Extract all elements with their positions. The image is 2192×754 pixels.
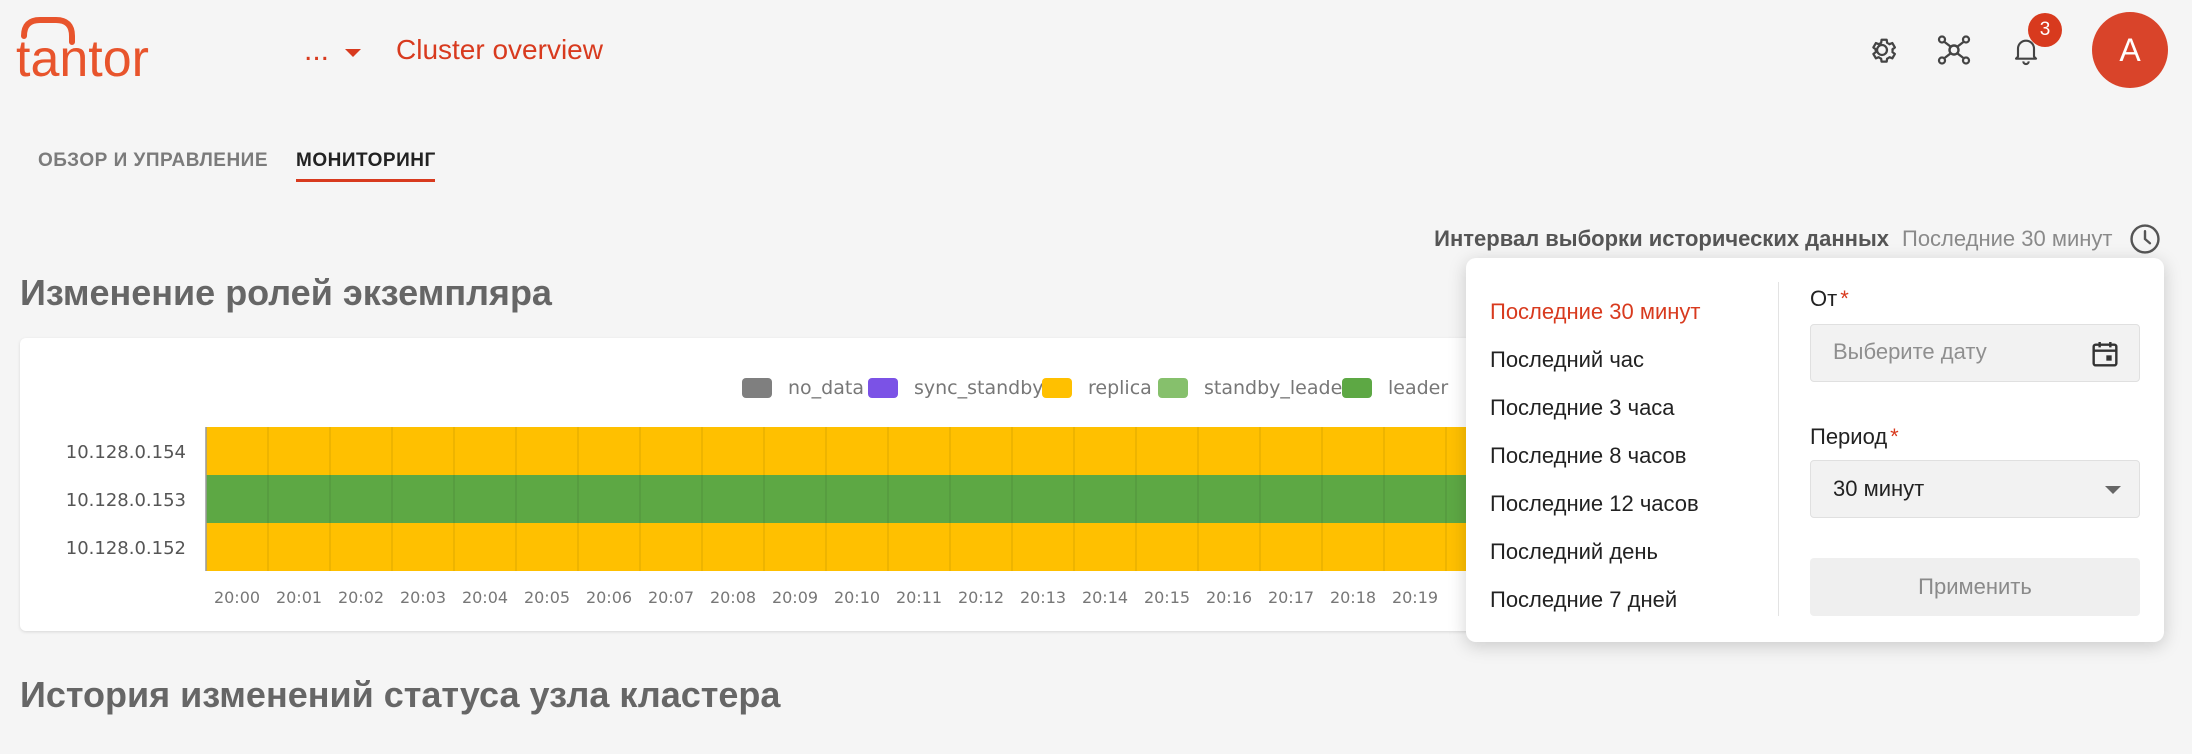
clock-icon[interactable] <box>2128 222 2162 256</box>
preset-option[interactable]: Последний день <box>1490 539 1658 564</box>
divider <box>1778 282 1779 616</box>
network-hub-icon <box>1937 35 1971 65</box>
from-date-input[interactable] <box>1833 339 2073 365</box>
topology-button[interactable] <box>1934 30 1974 70</box>
x-tick-label: 20:11 <box>896 588 942 607</box>
legend-label: replica <box>1088 377 1152 399</box>
x-tick-label: 20:10 <box>834 588 880 607</box>
from-date-field[interactable] <box>1810 324 2140 382</box>
apply-button[interactable]: Применить <box>1810 558 2140 616</box>
x-tick-label: 20:00 <box>214 588 260 607</box>
heatmap-row-leader <box>206 475 1520 523</box>
heatmap-row-replica <box>206 523 1520 571</box>
notification-badge: 3 <box>2028 13 2062 47</box>
preset-option[interactable]: Последние 30 минут <box>1490 299 1701 324</box>
x-tick-label: 20:06 <box>586 588 632 607</box>
preset-option[interactable]: Последние 12 часов <box>1490 491 1699 516</box>
x-tick-label: 20:09 <box>772 588 818 607</box>
x-tick-label: 20:02 <box>338 588 384 607</box>
cluster-menu-label: ... <box>304 34 330 67</box>
legend-swatch <box>1158 378 1188 398</box>
interval-popup: Последние 30 минут Последний час Последние… <box>1466 258 2164 642</box>
y-tick-label: 10.128.0.154 <box>66 442 186 463</box>
legend-swatch <box>742 378 772 398</box>
legend-swatch <box>1342 378 1372 398</box>
x-tick-label: 20:16 <box>1206 588 1252 607</box>
legend-label: sync_standby <box>914 377 1044 399</box>
x-tick-label: 20:03 <box>400 588 446 607</box>
interval-value[interactable]: Последние 30 минут <box>1902 226 2113 251</box>
bell-icon <box>2014 39 2038 65</box>
roles-section-title: Изменение ролей экземпляра <box>20 272 552 313</box>
tantor-logo[interactable]: tantor <box>16 16 180 84</box>
history-section-title: История изменений статуса узла кластера <box>20 674 781 715</box>
x-tick-label: 20:14 <box>1082 588 1128 607</box>
calendar-icon[interactable] <box>2089 338 2121 370</box>
legend-label: no_data <box>788 377 864 399</box>
period-label: Период * <box>1810 424 1899 449</box>
legend-label: standby_leader <box>1204 377 1350 399</box>
preset-list: Последние 30 минут Последний час Последние… <box>1490 288 1700 624</box>
chevron-down-icon <box>345 49 362 57</box>
period-select[interactable]: 30 минут <box>1810 460 2140 518</box>
preset-option[interactable]: Последний час <box>1490 347 1645 372</box>
x-tick-label: 20:04 <box>462 588 508 607</box>
x-tick-label: 20:19 <box>1392 588 1438 607</box>
page-title: Cluster overview <box>396 34 603 65</box>
legend-swatch <box>1042 378 1072 398</box>
x-tick-label: 20:05 <box>524 588 570 607</box>
tab-overview[interactable]: ОБЗОР И УПРАВЛЕНИЕ <box>38 150 269 171</box>
chevron-down-icon <box>2105 486 2121 494</box>
gear-icon <box>1872 38 1897 63</box>
interval-label: Интервал выборки исторических данных <box>1434 226 1889 251</box>
roles-heatmap-chart: no_data sync_standby replica standby_leader… <box>66 377 1520 607</box>
from-label: От * <box>1810 286 1849 311</box>
tab-monitoring[interactable]: МОНИТОРИНГ <box>296 150 436 171</box>
y-tick-label: 10.128.0.152 <box>66 538 186 559</box>
legend-swatch <box>868 378 898 398</box>
legend-label: leader <box>1388 377 1448 399</box>
settings-button[interactable] <box>1862 30 1902 70</box>
x-tick-label: 20:13 <box>1020 588 1066 607</box>
x-tick-label: 20:12 <box>958 588 1004 607</box>
period-select-value: 30 минут <box>1833 476 1925 501</box>
x-tick-label: 20:17 <box>1268 588 1314 607</box>
active-tab-indicator <box>296 179 435 182</box>
preset-option[interactable]: Последние 7 дней <box>1490 587 1678 612</box>
preset-option[interactable]: Последние 3 часа <box>1490 395 1675 420</box>
avatar[interactable]: A <box>2092 12 2168 88</box>
x-tick-label: 20:08 <box>710 588 756 607</box>
x-tick-label: 20:15 <box>1144 588 1190 607</box>
cluster-menu[interactable]: ... <box>304 34 362 68</box>
roles-chart-card: no_data sync_standby replica standby_leader… <box>20 338 1520 631</box>
x-tick-label: 20:07 <box>648 588 694 607</box>
x-tick-label: 20:18 <box>1330 588 1376 607</box>
heatmap-row-replica <box>206 427 1520 475</box>
y-tick-label: 10.128.0.153 <box>66 490 186 511</box>
preset-option[interactable]: Последние 8 часов <box>1490 443 1687 468</box>
x-tick-label: 20:01 <box>276 588 322 607</box>
logo-text: tantor <box>16 30 149 84</box>
notifications-button[interactable] <box>2006 30 2046 70</box>
